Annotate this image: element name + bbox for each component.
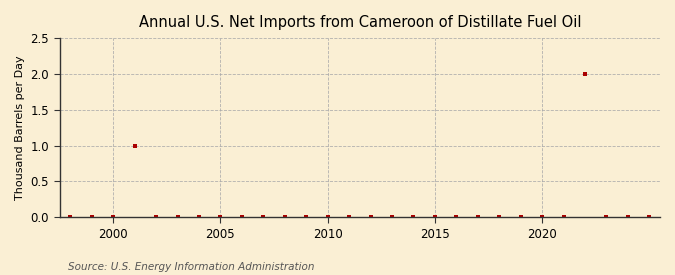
Y-axis label: Thousand Barrels per Day: Thousand Barrels per Day bbox=[15, 55, 25, 200]
Text: Source: U.S. Energy Information Administration: Source: U.S. Energy Information Administ… bbox=[68, 262, 314, 272]
Title: Annual U.S. Net Imports from Cameroon of Distillate Fuel Oil: Annual U.S. Net Imports from Cameroon of… bbox=[138, 15, 581, 30]
